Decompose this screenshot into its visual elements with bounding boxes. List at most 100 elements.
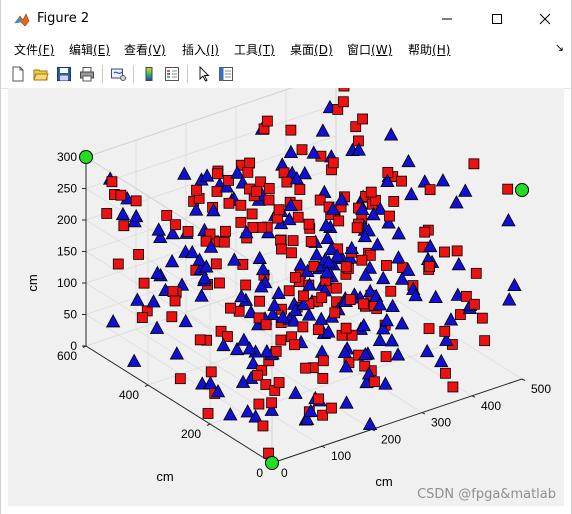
x-tick-label: 0 bbox=[281, 466, 288, 480]
blue-triangle-marker bbox=[105, 314, 121, 328]
toolbar-separator bbox=[187, 65, 188, 83]
blue-triangle-marker bbox=[362, 416, 378, 430]
blue-triangle-marker bbox=[380, 173, 395, 188]
blue-triangle-marker bbox=[373, 201, 388, 215]
blue-triangle-marker bbox=[126, 353, 142, 367]
maximize-button[interactable] bbox=[474, 4, 520, 34]
red-square-marker bbox=[289, 271, 301, 283]
red-square-marker bbox=[174, 373, 186, 385]
blue-triangle-marker bbox=[378, 376, 393, 390]
blue-triangle-marker bbox=[149, 320, 165, 334]
open-file-button[interactable] bbox=[31, 64, 51, 84]
red-square-marker bbox=[502, 183, 514, 195]
minimize-button[interactable] bbox=[424, 4, 470, 34]
blue-triangle-marker bbox=[363, 283, 378, 298]
menu-help[interactable]: 帮助(H) bbox=[408, 43, 451, 57]
property-inspector-button[interactable] bbox=[216, 64, 236, 84]
save-button[interactable] bbox=[54, 64, 74, 84]
blue-triangle-marker bbox=[178, 313, 193, 328]
menu-edit[interactable]: 编辑(E) bbox=[69, 43, 110, 57]
menu-bar: 文件(F) 编辑(E) 查看(V) 插入(I) 工具(T) 桌面(D) 窗口(W… bbox=[0, 38, 572, 60]
red-square-marker bbox=[296, 144, 308, 156]
blue-triangle-marker bbox=[197, 270, 212, 284]
blue-triangle-marker bbox=[419, 343, 435, 358]
red-square-marker bbox=[476, 312, 488, 324]
blue-triangle-marker bbox=[128, 208, 144, 223]
menu-tools[interactable]: 工具(T) bbox=[234, 43, 275, 57]
red-square-marker bbox=[218, 236, 230, 248]
blue-triangle-marker bbox=[223, 407, 238, 421]
red-square-marker bbox=[170, 219, 181, 231]
red-square-marker bbox=[305, 236, 317, 247]
close-button[interactable] bbox=[522, 4, 568, 34]
watermark-text: CSDN @fpga&matlab bbox=[417, 487, 556, 502]
figure-canvas[interactable]: 0 100 200 300 400 500 0 200 400 600 0 50 100 150 200 25… bbox=[8, 88, 564, 506]
red-square-marker bbox=[357, 113, 368, 125]
blue-triangle-marker bbox=[151, 222, 166, 236]
red-square-marker bbox=[346, 329, 358, 341]
blue-triangle-marker bbox=[252, 250, 267, 264]
menu-desktop[interactable]: 桌面(D) bbox=[290, 43, 333, 57]
red-square-marker bbox=[257, 420, 269, 432]
blue-triangle-marker bbox=[164, 254, 180, 268]
menu-dock-arrow-icon[interactable]: ↘ bbox=[554, 41, 564, 54]
blue-triangle-marker bbox=[355, 201, 370, 216]
red-square-marker bbox=[350, 121, 362, 133]
red-square-marker bbox=[479, 335, 491, 347]
y-tick bbox=[144, 384, 149, 387]
grid-line bbox=[85, 251, 273, 369]
blue-triangle-marker bbox=[177, 166, 192, 180]
blue-triangle-marker bbox=[306, 145, 321, 159]
new-figure-icon bbox=[12, 66, 24, 82]
red-square-marker bbox=[451, 245, 463, 257]
colorbar-button[interactable] bbox=[139, 64, 159, 84]
menu-window[interactable]: 窗口(W) bbox=[347, 43, 393, 57]
y-tick-label: 200 bbox=[181, 427, 201, 441]
close-icon bbox=[539, 13, 551, 25]
data-markers bbox=[79, 88, 529, 470]
menu-view[interactable]: 查看(V) bbox=[124, 43, 166, 57]
z-tick-label: 0 bbox=[70, 339, 77, 353]
blue-triangle-marker bbox=[376, 321, 391, 335]
print-button[interactable] bbox=[77, 64, 97, 84]
blue-triangle-marker bbox=[356, 317, 371, 332]
red-square-marker bbox=[220, 225, 231, 237]
red-square-marker bbox=[260, 319, 272, 331]
x-tick bbox=[421, 412, 426, 415]
matlab-figure-icon bbox=[14, 13, 30, 27]
new-figure-button[interactable] bbox=[8, 64, 28, 84]
red-square-marker bbox=[447, 381, 459, 393]
legend-button[interactable] bbox=[162, 64, 182, 84]
blue-triangle-marker bbox=[254, 279, 269, 293]
blue-triangle-marker bbox=[210, 384, 226, 398]
blue-triangle-marker bbox=[390, 347, 406, 361]
red-square-marker bbox=[351, 222, 363, 234]
x-tick-label: 100 bbox=[331, 449, 351, 463]
red-square-marker bbox=[303, 218, 315, 230]
menu-file[interactable]: 文件(F) bbox=[14, 43, 55, 57]
blue-triangle-marker bbox=[318, 217, 334, 232]
red-square-marker bbox=[313, 393, 324, 405]
blue-triangle-marker bbox=[337, 344, 352, 359]
edit-plot-button[interactable] bbox=[194, 64, 214, 84]
link-plot-button[interactable] bbox=[108, 64, 128, 84]
red-square-marker bbox=[369, 376, 380, 388]
x-tick bbox=[321, 445, 326, 449]
blue-triangle-marker bbox=[358, 346, 373, 361]
blue-triangle-marker bbox=[320, 230, 335, 245]
red-square-marker bbox=[423, 323, 435, 335]
blue-triangle-marker bbox=[372, 332, 388, 347]
y-axis-line bbox=[85, 345, 273, 464]
grid-line bbox=[209, 339, 461, 425]
red-square-marker bbox=[276, 243, 287, 255]
menu-insert[interactable]: 插入(I) bbox=[182, 43, 219, 57]
red-square-marker bbox=[254, 295, 265, 307]
blue-triangle-marker bbox=[451, 256, 466, 271]
red-square-marker bbox=[460, 290, 472, 302]
scatter3d-plot[interactable]: 0100200300400500020040060005010015020025… bbox=[8, 88, 564, 506]
blue-triangle-marker bbox=[394, 271, 410, 285]
red-square-marker bbox=[205, 366, 217, 378]
blue-triangle-marker bbox=[439, 332, 454, 346]
tick-labels: 0100200300400500020040060005010015020025… bbox=[57, 150, 551, 480]
blue-triangle-marker bbox=[192, 252, 207, 266]
